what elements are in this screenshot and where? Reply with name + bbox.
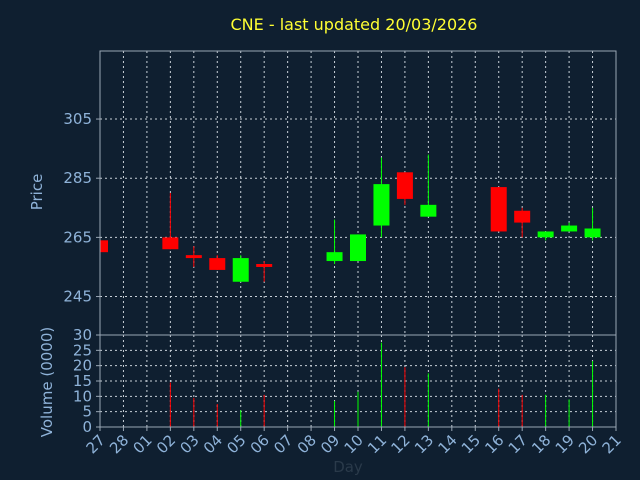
candle-body <box>396 172 413 199</box>
price-tick-label: 285 <box>63 169 92 187</box>
x-tick-label: 21 <box>599 431 625 457</box>
x-tick-label: 08 <box>294 431 320 457</box>
x-tick-label: 09 <box>317 431 343 457</box>
x-tick-label: 17 <box>505 431 531 457</box>
x-tick-label: 05 <box>223 431 249 457</box>
candle-body <box>514 210 531 223</box>
volume-tick-label: 30 <box>73 326 92 344</box>
x-tick-label: 01 <box>130 431 156 457</box>
x-tick-label: 03 <box>176 431 202 457</box>
x-tick-label: 04 <box>200 431 226 457</box>
x-tick-label: 12 <box>388 431 414 457</box>
x-tick-label: 15 <box>458 431 484 457</box>
candle-body <box>232 258 249 282</box>
x-tick-label: 19 <box>552 431 578 457</box>
price-panel: 245 265 285 305 <box>63 50 617 336</box>
volume-tick-label: 10 <box>73 387 92 405</box>
candle-body <box>490 187 507 232</box>
candle-body <box>256 264 273 267</box>
x-tick-label: 13 <box>411 431 437 457</box>
x-tick-label: 28 <box>106 431 132 457</box>
price-tick-label: 265 <box>63 228 92 246</box>
price-tick-label: 305 <box>63 110 92 128</box>
x-tick-label: 16 <box>481 431 507 457</box>
candle-body <box>561 225 578 232</box>
candle-body <box>209 258 226 270</box>
candle-body <box>350 234 366 262</box>
x-tick-label: 11 <box>364 431 390 457</box>
x-axis-label: Day <box>333 458 363 476</box>
candle-body <box>100 240 108 253</box>
candle-body <box>537 231 554 238</box>
candles <box>100 154 601 282</box>
candle-body <box>162 237 179 250</box>
candle-body <box>373 184 390 226</box>
volume-tick-label: 0 <box>82 418 92 436</box>
candle-body <box>584 228 601 238</box>
x-tick-label: 18 <box>528 431 554 457</box>
x-tick-label: 20 <box>575 431 601 457</box>
volume-tick-label: 25 <box>73 341 92 359</box>
price-tick-label: 245 <box>63 288 92 306</box>
candle-body <box>326 252 343 262</box>
volume-tick-label: 20 <box>73 357 92 375</box>
candle-body <box>420 204 437 217</box>
candle-body <box>185 255 202 259</box>
x-tick-label: 10 <box>341 431 367 457</box>
price-axis-label: Price <box>28 174 46 211</box>
x-tick-label: 02 <box>153 431 179 457</box>
x-tick-label: 07 <box>270 431 296 457</box>
x-tick-label: 06 <box>247 431 273 457</box>
chart-title: CNE - last updated 20/03/2026 <box>231 15 478 34</box>
x-tick-label: 14 <box>434 431 460 457</box>
volume-axis-label: Volume (0000) <box>38 327 56 437</box>
volume-tick-label: 5 <box>82 403 92 421</box>
volume-tick-label: 15 <box>73 372 92 390</box>
x-tick-labels: 2728010203040506070809101112131415161718… <box>83 427 625 457</box>
